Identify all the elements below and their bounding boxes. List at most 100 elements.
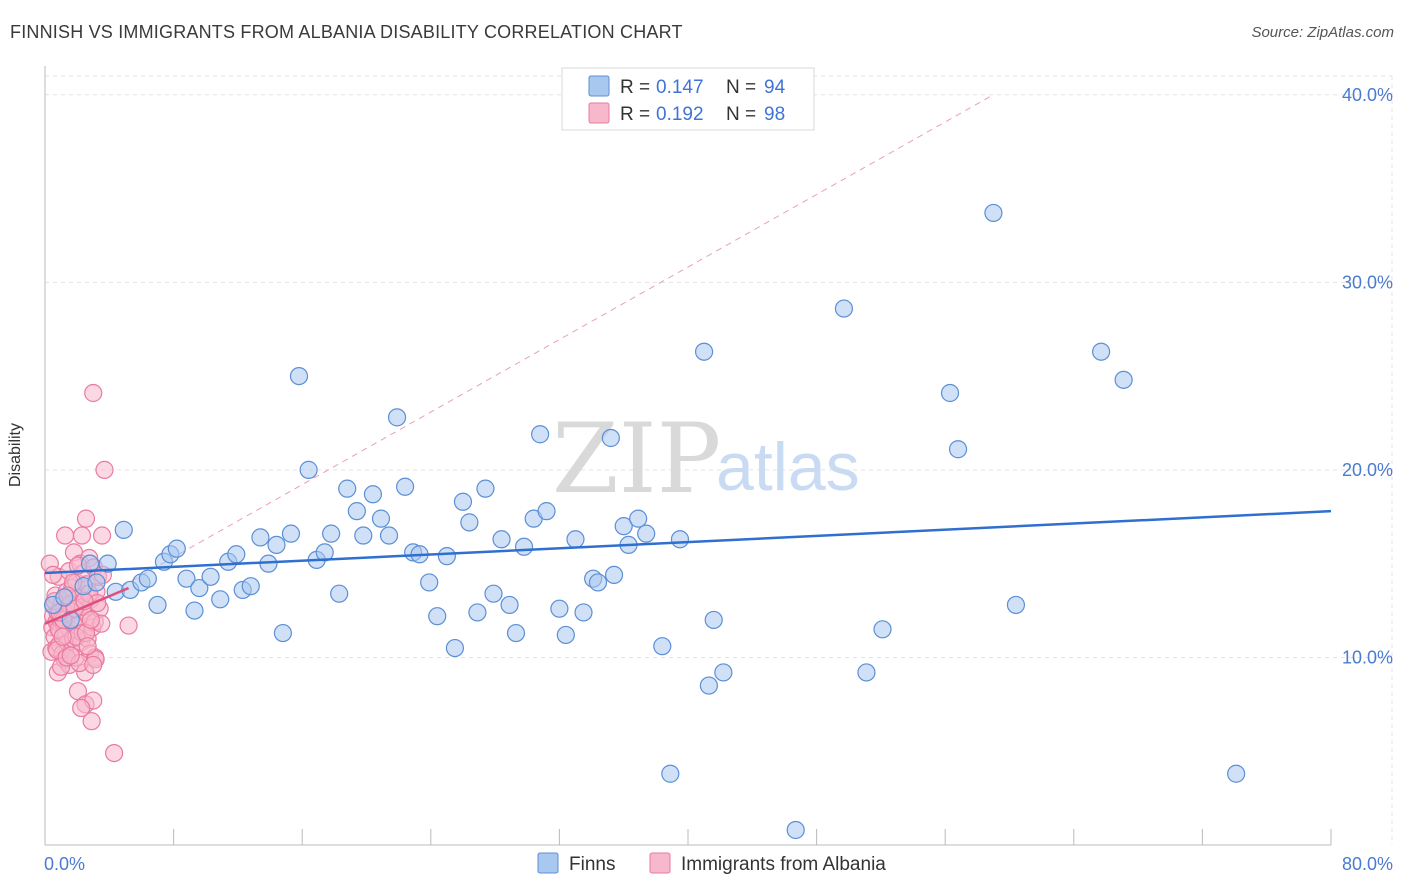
finns-point-76	[670, 530, 690, 549]
finns-point-43	[395, 477, 415, 496]
finns-point-18	[190, 578, 209, 598]
legend-finns-r-value: 0.147	[656, 77, 704, 98]
finns-point-72	[629, 509, 648, 528]
finns-point-33	[315, 543, 334, 562]
finns-point-48	[437, 547, 456, 566]
albania-point-96	[105, 743, 124, 763]
watermark-atlas: atlas	[716, 429, 860, 505]
finns-point-78	[699, 676, 718, 695]
y-tick-label-30: 30.0%	[1342, 272, 1393, 292]
finns-point-57	[506, 623, 526, 643]
finns-point-58	[514, 537, 534, 556]
finns-point-52	[468, 603, 487, 622]
finns-point-22	[227, 545, 246, 564]
finns-point-90	[1114, 370, 1133, 389]
top-legend: R = 0.147 N = 94 R = 0.192 N = 98	[561, 67, 815, 131]
legend-finns-n-value: 94	[764, 77, 786, 98]
chart-title: FINNISH VS IMMIGRANTS FROM ALBANIA DISAB…	[10, 22, 683, 42]
finns-point-51	[460, 513, 479, 532]
finns-point-42	[387, 408, 407, 427]
finns-point-61	[537, 502, 556, 521]
legend-albania-r-value: 0.192	[656, 104, 704, 125]
albania-trend-line	[44, 586, 130, 625]
finns-point-79	[704, 610, 723, 630]
trend-lines	[44, 509, 1332, 625]
finns-point-64	[566, 530, 585, 549]
finns-point-41	[379, 526, 399, 545]
finns-point-86	[948, 440, 968, 459]
finns-point-35	[330, 584, 349, 603]
finns-point-67	[588, 573, 608, 592]
finns-point-24	[241, 577, 260, 596]
finns-point-81	[786, 820, 805, 840]
bottom-legend-swatch-finns	[537, 852, 559, 874]
legend-swatch-albania	[588, 102, 610, 124]
finns-point-50	[453, 492, 473, 511]
finns-point-70	[614, 517, 633, 536]
finns-point-56	[500, 595, 519, 615]
finns-point-69	[604, 565, 624, 585]
finns-point-40	[371, 509, 391, 528]
finns-point-1	[55, 588, 74, 607]
legend-albania-r-label: R =	[620, 104, 650, 125]
finns-point-36	[338, 479, 357, 498]
finns-trend-line	[44, 509, 1332, 575]
albania-point-92	[78, 637, 97, 656]
finns-point-73	[637, 524, 656, 543]
finns-point-19	[201, 567, 220, 586]
albania-point-66	[92, 526, 112, 545]
legend-albania-n-value: 98	[764, 104, 785, 125]
albania-point-68	[43, 565, 63, 585]
albania-point-94	[84, 383, 103, 403]
finns-point-11	[138, 569, 157, 588]
finns-point-89	[1092, 342, 1111, 361]
finns-point-49	[445, 638, 465, 658]
finns-point-39	[363, 485, 383, 504]
watermark-zip: ZIP	[552, 403, 721, 515]
legend-swatch-finns	[588, 75, 610, 97]
finns-point-85	[940, 383, 960, 403]
x-tick-label-min: 0.0%	[44, 854, 85, 874]
finns-point-53	[476, 479, 495, 498]
finns-point-15	[167, 539, 186, 558]
bottom-legend: Finns Immigrants from Albania	[537, 852, 886, 875]
finns-point-46	[420, 573, 439, 592]
finns-point-6	[98, 554, 117, 573]
finns-point-84	[873, 620, 892, 639]
reference-line	[121, 94, 994, 587]
finns-point-8	[114, 520, 133, 539]
finns-point-54	[484, 584, 503, 603]
albania-point-90	[72, 698, 91, 718]
legend-finns-n-label: N =	[726, 77, 756, 98]
finns-point-5	[87, 573, 106, 592]
y-tick-label-20: 20.0%	[1342, 460, 1393, 480]
bottom-legend-albania-label: Immigrants from Albania	[681, 854, 886, 875]
legend-finns-r-label: R =	[620, 77, 650, 98]
reference-diagonal	[121, 94, 994, 587]
finns-points	[43, 203, 1246, 840]
x-tick-label-max: 80.0%	[1342, 854, 1393, 874]
finns-point-25	[251, 528, 270, 547]
finns-point-20	[211, 590, 230, 609]
finns-point-34	[322, 524, 341, 543]
finns-point-37	[347, 502, 366, 521]
finns-point-77	[694, 342, 714, 361]
albania-point-48	[76, 509, 96, 528]
bottom-legend-finns-label: Finns	[569, 854, 615, 875]
y-tick-label-40: 40.0%	[1342, 85, 1393, 105]
finns-point-88	[1006, 595, 1026, 615]
albania-point-95	[95, 460, 114, 479]
legend-albania-n-label: N =	[726, 104, 756, 125]
finns-point-29	[281, 524, 301, 543]
finns-point-65	[574, 603, 593, 622]
finns-point-12	[148, 595, 167, 615]
finns-point-75	[661, 764, 680, 783]
finns-point-55	[492, 530, 511, 549]
gridlines	[45, 75, 1393, 845]
finns-point-68	[601, 428, 620, 448]
finns-point-27	[267, 535, 286, 555]
finns-point-87	[984, 203, 1003, 223]
bottom-legend-swatch-albania	[649, 852, 671, 874]
finns-point-38	[354, 526, 373, 545]
albania-point-82	[84, 655, 103, 675]
